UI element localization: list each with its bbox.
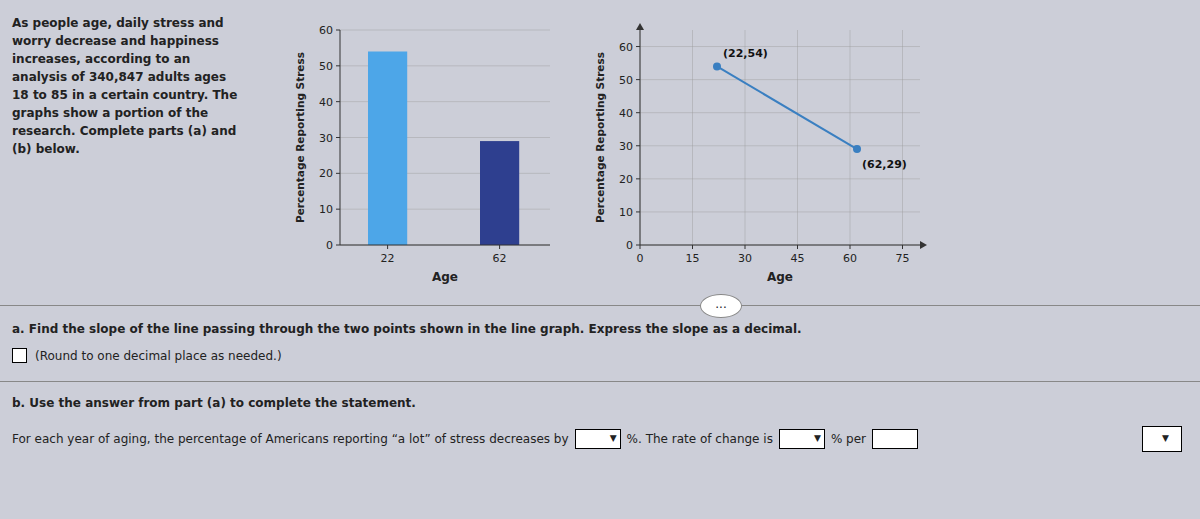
grid-line [340,245,550,246]
tick [336,209,340,210]
tick-label: 10 [619,206,633,219]
x-axis [340,245,550,246]
x-axis [640,245,920,246]
statement: For each year of aging, the percentage o… [12,432,569,446]
separator [0,381,1200,382]
tick-label: 0 [637,252,644,265]
tick [745,245,746,249]
annotation: (22,54) [723,47,768,60]
question-a: a. Find the slope of the line passing th… [12,322,1188,336]
tick [336,173,340,174]
tick-label: 22 [381,252,395,265]
y-label: Percentage Reporting Stress [294,52,306,223]
tick-label: 40 [619,107,633,120]
dropdown[interactable] [872,429,918,449]
grid-line [640,145,920,146]
separator [0,305,1200,306]
more-button[interactable]: ... [700,294,742,318]
tick-label: 45 [791,252,805,265]
plot-area [368,52,519,246]
grid-line [640,30,641,245]
question-b: b. Use the answer from part (a) to compl… [12,396,1188,410]
grid-line [640,79,920,80]
intro-text: As people age, daily stress and worry de… [12,14,262,158]
dropdown[interactable]: ▼ [779,429,825,449]
tick-label: 50 [319,60,333,73]
bar [368,52,407,246]
grid-line [902,30,903,245]
grid-line [745,30,746,245]
line [717,66,857,149]
x-label: Age [767,270,793,284]
tick [636,46,640,47]
grid-line [640,245,920,246]
tick [636,211,640,212]
tick-label: 15 [686,252,700,265]
tick-label: 75 [896,252,910,265]
chart-line: 0 10 20 30 40 50 60 0 15 30 45 60 75 Age Percentage Re… [594,23,927,284]
tick [640,245,641,249]
tick [387,245,388,249]
statement: %. The rate of change is [627,432,773,446]
grid-line [640,211,920,212]
grid-line [640,112,920,113]
tick-label: 60 [319,24,333,37]
hint: (Round to one decimal place as needed.) [35,349,282,363]
tick-label: 60 [843,252,857,265]
tick-label: 10 [319,203,333,216]
questions: a. Find the slope of the line passing th… [12,322,1188,452]
tick [636,112,640,113]
tick-label: 50 [619,74,633,87]
dropdown-arrow: ▼ [610,433,617,443]
bar [480,141,519,245]
tick [636,145,640,146]
tick [902,245,903,249]
tick-label: 0 [326,239,333,252]
dropdown-arrow: ▼ [1162,433,1169,443]
point [853,145,861,153]
tick-label: 20 [619,173,633,186]
checkbox[interactable] [12,348,27,363]
y-label: Percentage Reporting Stress [594,52,606,223]
tick-label: 62 [493,252,507,265]
point [713,62,721,70]
tick [336,101,340,102]
chart-bar: 0 10 20 30 40 50 60 22 62 Age Percentage Reporting… [294,24,550,284]
tick-label: 30 [738,252,752,265]
tick-label: 30 [619,140,633,153]
tick [636,79,640,80]
dropdown-arrow: ▼ [814,433,821,443]
tick-label: 40 [319,96,333,109]
tick [336,65,340,66]
tick [336,137,340,138]
tick [499,245,500,249]
axis-arrow [636,23,644,30]
tick-label: 30 [319,132,333,145]
tick [636,178,640,179]
plot-area [713,62,861,153]
tick [336,30,340,31]
tick [336,245,340,246]
tick [692,245,693,249]
grid-line [850,30,851,245]
axis-arrow [920,241,927,249]
tick [850,245,851,249]
y-axis [640,30,641,245]
tick [636,245,640,246]
tick-label: 20 [319,167,333,180]
charts: 0 10 20 30 40 50 60 22 62 Age Percentage Reporting… [0,0,1200,300]
tick [797,245,798,249]
grid-line [340,30,550,31]
annotation: (62,29) [862,158,907,171]
grid-line [640,46,920,47]
grid-line [640,178,920,179]
tick-label: 0 [626,239,633,252]
statement: % per [831,432,866,446]
grid-line [692,30,693,245]
tick-label: 60 [619,41,633,54]
grid-line [797,30,798,245]
dropdown[interactable]: ▼ [575,429,621,449]
x-label: Age [432,270,458,284]
dropdown[interactable]: ▼ [1142,426,1182,452]
